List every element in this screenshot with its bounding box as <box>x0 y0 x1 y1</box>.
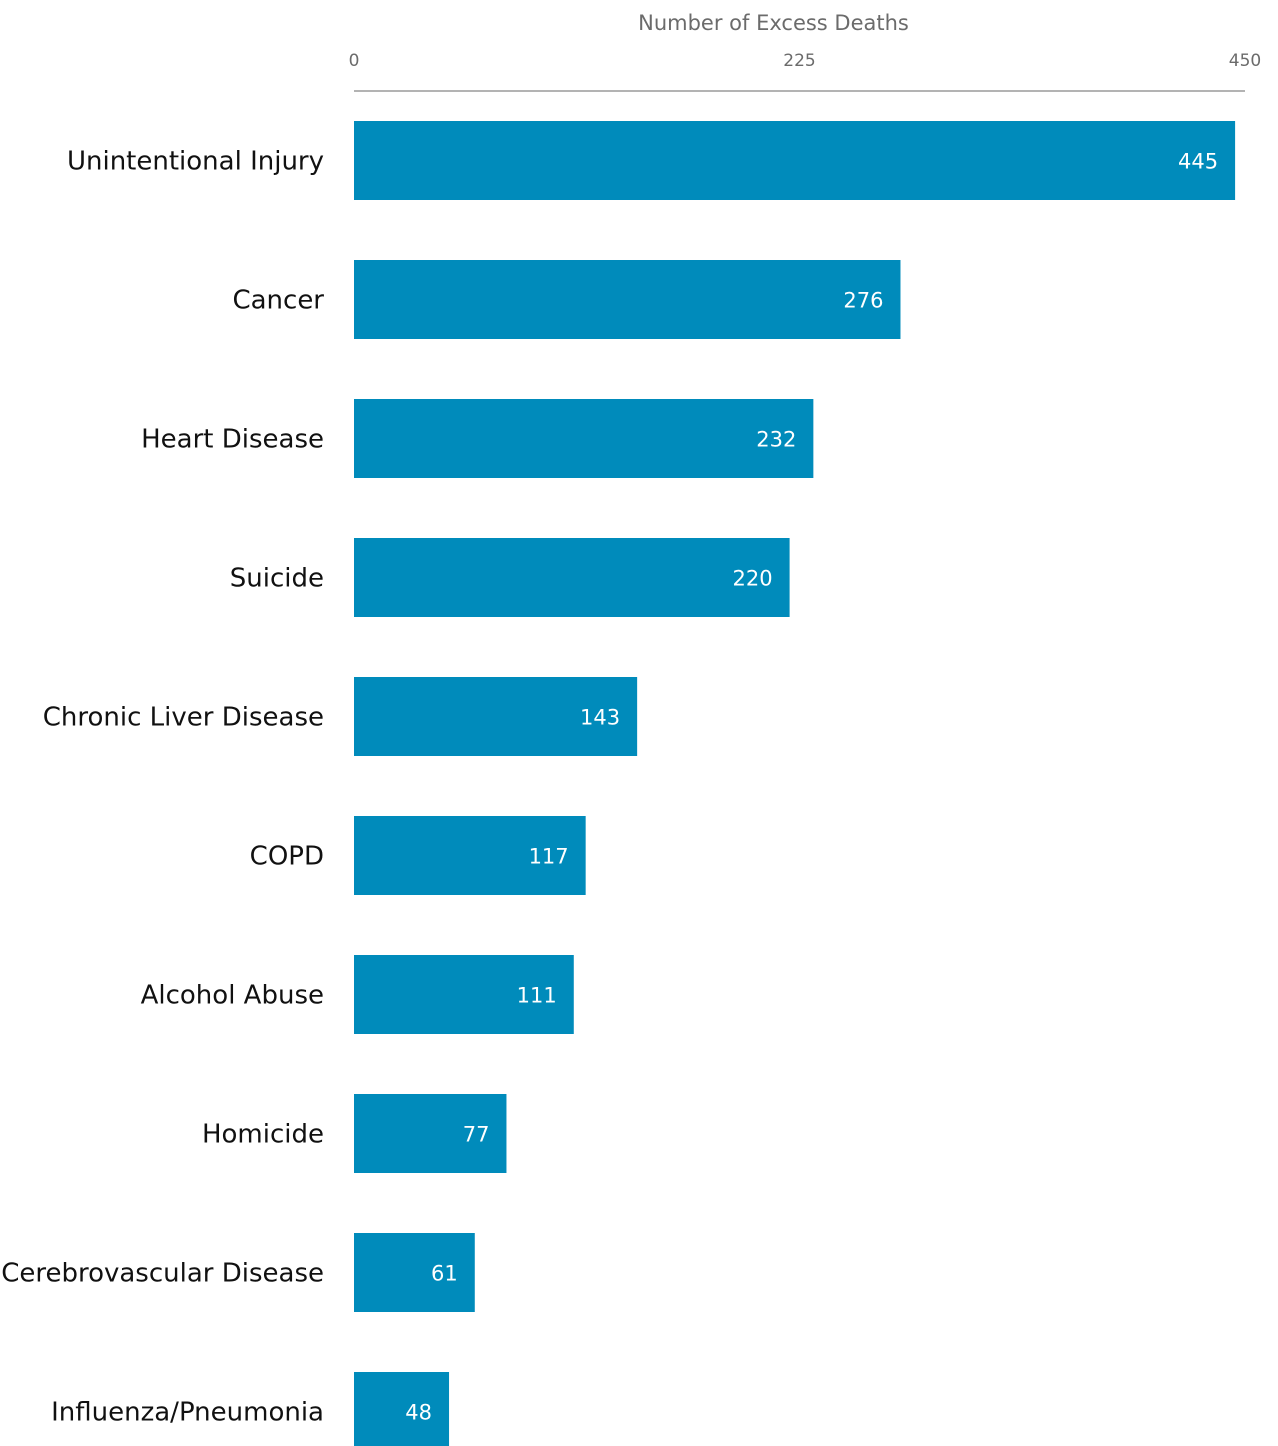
bar-row: Alcohol Abuse 111 <box>141 955 574 1034</box>
bar-row: Cancer 276 <box>232 260 901 339</box>
x-axis-ticks: 0 225 450 <box>349 51 1262 71</box>
value-label: 276 <box>843 289 883 313</box>
value-label: 111 <box>517 984 557 1008</box>
bar <box>354 538 790 617</box>
bar <box>354 1372 450 1446</box>
bar-row: Unintentional Injury 445 <box>67 121 1236 200</box>
value-label: 48 <box>405 1401 432 1425</box>
bar-row: Heart Disease 232 <box>141 399 814 478</box>
bar <box>354 1094 507 1173</box>
x-axis-title: Number of Excess Deaths <box>638 11 909 35</box>
value-label: 77 <box>463 1123 490 1147</box>
value-label: 143 <box>580 706 620 730</box>
bar <box>354 399 814 478</box>
value-label: 220 <box>733 567 773 591</box>
bar-row: Influenza/Pneumonia 48 <box>51 1372 450 1446</box>
bar <box>354 955 574 1034</box>
category-label: Chronic Liver Disease <box>43 703 324 733</box>
bar-row: Homicide 77 <box>202 1094 507 1173</box>
category-label: Suicide <box>230 564 324 594</box>
x-tick-label: 450 <box>1229 51 1261 71</box>
bar-row: COPD 117 <box>250 816 586 895</box>
bar-rows: Unintentional Injury 445 Cancer 276 Heart Di… <box>1 121 1236 1446</box>
category-label: Homicide <box>202 1120 324 1150</box>
value-label: 61 <box>431 1262 458 1286</box>
category-label: Cerebrovascular Disease <box>1 1259 324 1289</box>
category-label: Cancer <box>232 286 324 316</box>
value-label: 232 <box>756 428 796 452</box>
bar <box>354 816 586 895</box>
bar <box>354 1233 475 1312</box>
category-label: Alcohol Abuse <box>141 981 324 1011</box>
x-tick-label: 225 <box>783 51 815 71</box>
bar <box>354 121 1236 200</box>
category-label: COPD <box>250 842 324 872</box>
bar-row: Cerebrovascular Disease 61 <box>1 1233 475 1312</box>
value-label: 117 <box>529 845 569 869</box>
bar <box>354 260 901 339</box>
bar-row: Suicide 220 <box>230 538 790 617</box>
x-tick-label: 0 <box>349 51 360 71</box>
bar-row: Chronic Liver Disease 143 <box>43 677 638 756</box>
bar <box>354 677 638 756</box>
category-label: Heart Disease <box>141 425 324 455</box>
value-label: 445 <box>1178 150 1218 174</box>
category-label: Unintentional Injury <box>67 147 324 177</box>
category-label: Influenza/Pneumonia <box>51 1398 324 1428</box>
